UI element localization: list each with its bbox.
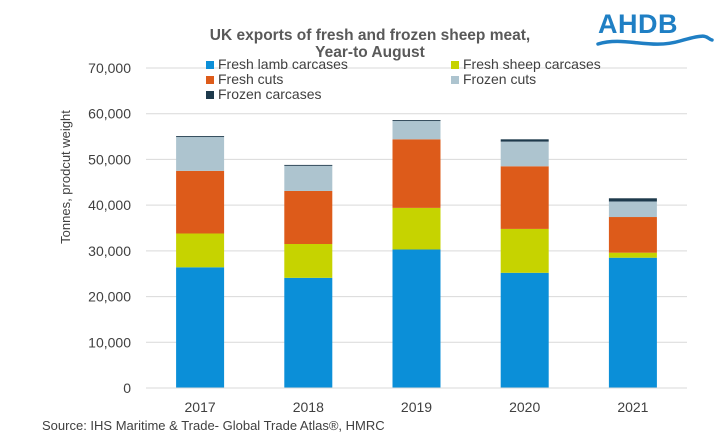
legend-label-1: Fresh sheep carcases xyxy=(463,56,601,72)
y-axis-ticks: 0 10,000 20,000 30,000 40,000 50,000 60,000 70,… xyxy=(88,60,131,396)
bar-2018-series-0 xyxy=(284,277,333,388)
logo-wave xyxy=(596,34,714,46)
bar-2020-series-3 xyxy=(500,141,549,167)
bar-2017-series-3 xyxy=(176,137,225,171)
bar-2018-series-3 xyxy=(284,165,333,191)
chart-title-line-2: Year-to August xyxy=(315,44,425,61)
chart-title-line-1: UK exports of fresh and frozen sheep mea… xyxy=(210,27,530,44)
bar-2019-series-3 xyxy=(392,121,441,140)
bar-2020-series-1 xyxy=(500,228,549,273)
legend-swatch-3 xyxy=(451,76,459,84)
chart-title: UK exports of fresh and frozen sheep mea… xyxy=(210,27,530,61)
bar-2018-series-1 xyxy=(284,244,333,278)
bar-2017-series-0 xyxy=(176,267,225,388)
y-tick-label: 30,000 xyxy=(88,243,131,259)
bar-2017-series-1 xyxy=(176,233,225,268)
y-tick-label: 50,000 xyxy=(88,151,131,167)
bars xyxy=(176,120,657,388)
bar-2019-series-1 xyxy=(392,207,441,250)
y-tick-label: 70,000 xyxy=(88,60,131,76)
bar-2018-series-4 xyxy=(284,164,333,166)
y-tick-label: 60,000 xyxy=(88,106,131,122)
bar-2017-series-4 xyxy=(176,136,225,138)
bar-2021-series-0 xyxy=(608,257,657,388)
bar-2020-series-4 xyxy=(500,139,549,142)
y-tick-label: 10,000 xyxy=(88,334,131,350)
bar-2021-series-4 xyxy=(608,198,657,202)
bar-2018-series-2 xyxy=(284,190,333,244)
legend-swatch-4 xyxy=(206,91,214,99)
y-tick-label: 40,000 xyxy=(88,197,131,213)
x-tick-label: 2019 xyxy=(401,399,432,415)
bar-2019-series-2 xyxy=(392,139,441,208)
bar-2021-series-2 xyxy=(608,217,657,253)
legend-swatch-0 xyxy=(206,61,214,69)
source-note: Source: IHS Maritime & Trade- Global Tra… xyxy=(42,418,385,433)
y-tick-label: 0 xyxy=(123,380,131,396)
bar-2021-series-3 xyxy=(608,201,657,218)
legend-label-4: Frozen carcases xyxy=(218,86,321,102)
x-axis-ticks: 2017 2018 2019 2020 2021 xyxy=(185,399,649,415)
legend: Fresh lamb carcases Fresh sheep carcasesF… xyxy=(206,56,601,102)
y-tick-label: 20,000 xyxy=(88,289,131,305)
ahdb-logo: AHDB xyxy=(596,9,714,46)
bar-2017-series-2 xyxy=(176,170,225,234)
legend-label-3: Frozen cuts xyxy=(463,71,536,87)
legend-label-0: Fresh lamb carcases xyxy=(218,56,348,72)
x-tick-label: 2021 xyxy=(617,399,648,415)
legend-label-2: Fresh cuts xyxy=(218,71,283,87)
bar-2021-series-1 xyxy=(608,252,657,258)
x-tick-label: 2020 xyxy=(509,399,540,415)
bar-2019-series-4 xyxy=(392,120,441,122)
bar-2020-series-2 xyxy=(500,166,549,229)
y-axis-label: Tonnes, prodcut weight xyxy=(58,110,73,244)
bar-2020-series-0 xyxy=(500,272,549,388)
bar-2019-series-0 xyxy=(392,249,441,388)
x-tick-label: 2018 xyxy=(293,399,324,415)
legend-swatch-1 xyxy=(451,61,459,69)
logo-text: AHDB xyxy=(598,9,678,39)
legend-swatch-2 xyxy=(206,76,214,84)
x-tick-label: 2017 xyxy=(185,399,216,415)
